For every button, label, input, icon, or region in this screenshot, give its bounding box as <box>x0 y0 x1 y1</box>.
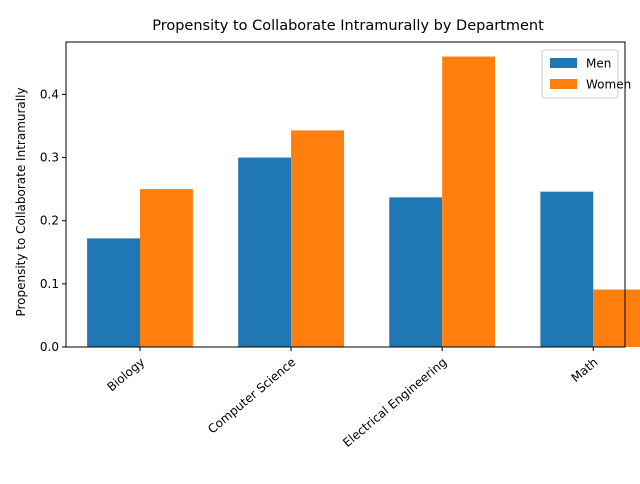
y-tick-label: 0.4 <box>40 87 59 101</box>
y-tick-label: 0.2 <box>40 214 59 228</box>
axes-frame <box>65 41 626 348</box>
x-tick-label: Electrical Engineering <box>340 355 449 450</box>
legend: Men Women <box>541 49 631 99</box>
x-tick-label: Computer Science <box>205 355 298 436</box>
legend-swatch-women <box>550 79 577 89</box>
bar-women-biology <box>140 189 193 347</box>
y-tick-label: 0.3 <box>40 151 59 165</box>
bar-women-math <box>593 289 640 347</box>
y-axis-label: Propensity to Collaborate Intramurally <box>14 87 28 316</box>
y-tick-label: 0.1 <box>40 277 59 291</box>
legend-label-men: Men <box>586 57 611 71</box>
x-tick-label: Math <box>569 355 601 385</box>
bar-men-math <box>540 191 594 347</box>
chart-title: Propensity to Collaborate Intramurally b… <box>152 18 544 34</box>
bar-women-computer-science <box>291 130 344 347</box>
x-tick-label: Biology <box>104 355 147 394</box>
bar-men-biology <box>87 238 140 347</box>
bar-men-computer-science <box>238 157 292 347</box>
bar-women-electrical-engineering <box>442 56 496 348</box>
legend-swatch-men <box>550 58 577 68</box>
bar-men-electrical-engineering <box>389 197 443 347</box>
legend-label-women: Women <box>586 78 631 92</box>
plot-area: 0.0 0.1 0.2 0.3 0.4 Biology Computer Science El… <box>40 41 640 450</box>
y-tick-label: 0.0 <box>40 340 59 354</box>
